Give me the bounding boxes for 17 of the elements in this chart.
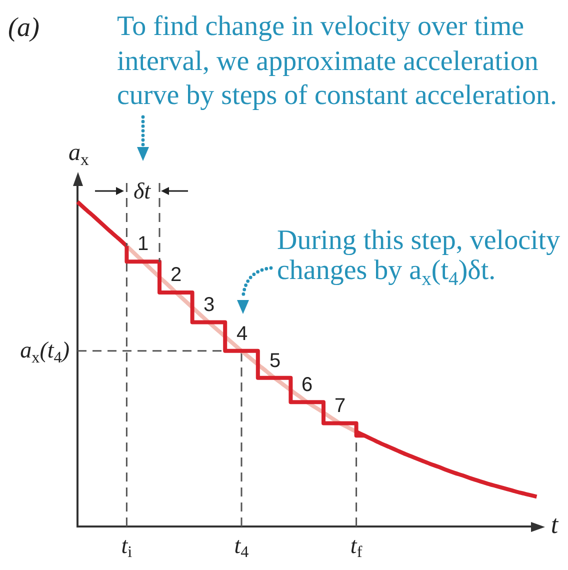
text: (a) <box>8 12 40 42</box>
ref-line-label: a$_{x}$(t$_{4}$) <box>20 337 70 366</box>
x-tick-label: t$_{f}$ <box>350 532 362 562</box>
annotation: During this step, velocity changes by a$_{x}$(t$_{4}$)δt. <box>277 225 562 290</box>
x-tick-label: t$_{i}$ <box>121 532 132 562</box>
annotation: 5 <box>269 350 281 372</box>
annotation: 1 <box>137 233 149 255</box>
annotation: 6 <box>301 374 313 396</box>
annotation: 7 <box>334 395 346 417</box>
text: To find change in velocity over time interval, we approximate acceleration curve by steps of constant acceleration. <box>117 10 558 113</box>
y-axis-title: a$_{x}$ <box>68 140 89 170</box>
annotation: δt <box>133 178 151 204</box>
x-axis-title: t <box>550 510 558 538</box>
annotation: 3 <box>203 294 215 316</box>
x-tick-label: t$_{4}$ <box>234 532 249 562</box>
annotation: 4 <box>236 323 248 345</box>
annotation: 2 <box>170 264 182 286</box>
